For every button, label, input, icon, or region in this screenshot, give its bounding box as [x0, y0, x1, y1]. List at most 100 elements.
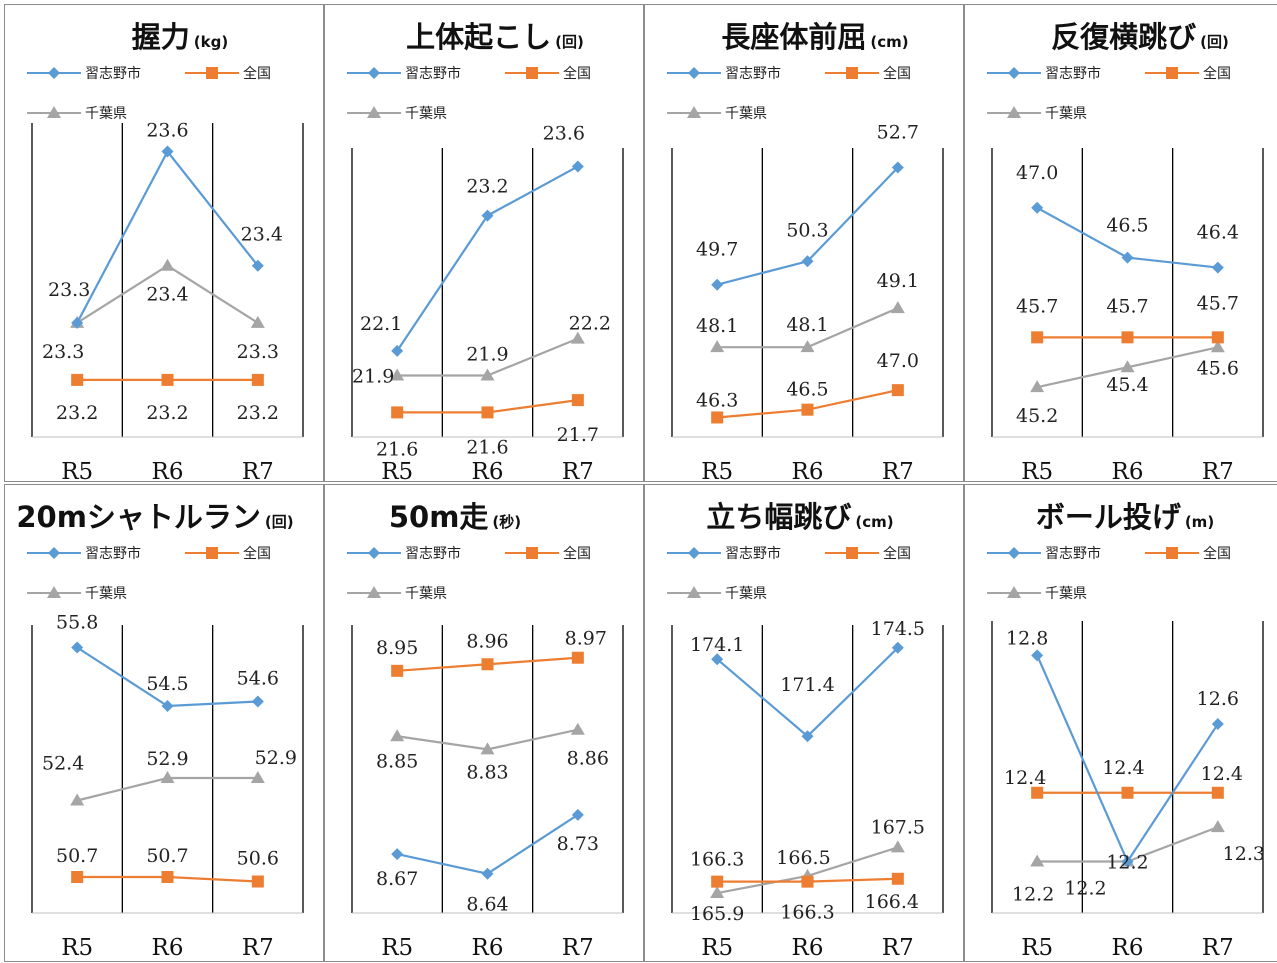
series-line [396, 813, 579, 875]
chart-title-main: 握力 [132, 20, 190, 54]
data-label: 23.4 [241, 224, 283, 246]
data-point [71, 316, 84, 329]
data-label: 45.2 [1016, 405, 1058, 427]
legend-label: 千葉県 [85, 106, 127, 122]
legend-label: 千葉県 [405, 106, 447, 122]
data-point [71, 641, 84, 654]
data-label: 46.5 [786, 379, 828, 401]
legend-marker [47, 106, 61, 118]
x-tick-label: R6 [472, 459, 504, 483]
data-point [1121, 855, 1134, 868]
data-label: 23.4 [146, 284, 188, 306]
chart-title-unit: (回) [555, 33, 584, 51]
legend-label: 習志野市 [405, 65, 461, 82]
legend-marker [846, 547, 858, 559]
data-label: 48.1 [696, 315, 738, 337]
data-label: 46.3 [696, 389, 738, 411]
data-label: 47.0 [877, 350, 919, 372]
data-label: 50.3 [786, 219, 828, 241]
legend-marker [1166, 547, 1178, 559]
data-label: 12.4 [1004, 767, 1046, 789]
data-label: 48.1 [786, 314, 828, 336]
chart-title: ボール投げ (m) [1036, 500, 1214, 534]
legend-marker [48, 547, 60, 559]
data-point [251, 695, 264, 708]
data-point [1211, 261, 1224, 274]
data-point [250, 315, 265, 328]
chart-title-main: 20mシャトルラン [16, 500, 261, 534]
data-label: 23.2 [146, 402, 188, 424]
data-label: 174.1 [690, 634, 744, 656]
data-point [1031, 649, 1044, 662]
data-point [161, 145, 174, 158]
chart-panel-7: 立ち幅跳び (cm) 習志野市 全国 千葉県 R5 R6 R7 174.1 171.4 174.5 1… [644, 484, 964, 962]
data-point [711, 411, 724, 424]
data-label: 166.5 [776, 847, 830, 869]
x-tick-label: R7 [562, 935, 594, 961]
legend-marker [526, 547, 538, 559]
data-point [160, 258, 175, 271]
data-label: 166.3 [690, 849, 744, 871]
data-point [710, 886, 725, 899]
legend-label: 千葉県 [725, 106, 767, 122]
legend-marker [368, 67, 380, 79]
legend-label: 全国 [243, 545, 271, 562]
data-point [1120, 360, 1135, 373]
data-label: 21.7 [557, 424, 599, 446]
data-point [1031, 331, 1044, 344]
x-tick-label: R7 [882, 935, 914, 961]
legend-marker [47, 586, 61, 598]
data-point [890, 301, 905, 314]
data-label: 49.1 [877, 270, 919, 292]
data-point [251, 373, 264, 386]
data-point [1031, 786, 1044, 799]
legend-label: 習志野市 [1045, 545, 1101, 562]
x-tick-label: R5 [61, 459, 93, 483]
data-point [570, 722, 585, 735]
x-tick-label: R6 [792, 935, 824, 961]
legend-label: 千葉県 [405, 586, 447, 602]
x-tick-label: R5 [701, 935, 733, 961]
data-label: 12.8 [1006, 627, 1048, 649]
data-label: 174.5 [871, 618, 925, 640]
data-label: 21.9 [352, 366, 394, 388]
data-point [711, 278, 724, 291]
data-point [891, 872, 904, 885]
chart-title-main: 50m走 [389, 500, 489, 534]
data-label: 12.4 [1201, 763, 1243, 785]
legend-marker [206, 67, 218, 79]
legend-label: 全国 [243, 65, 271, 82]
data-point [1210, 820, 1225, 833]
data-point [1210, 340, 1225, 353]
data-label: 8.73 [557, 833, 599, 855]
data-point [251, 259, 264, 272]
legend-marker [1007, 586, 1021, 598]
data-label: 55.8 [56, 612, 98, 634]
legend-marker [1008, 67, 1020, 79]
legend-marker [368, 547, 380, 559]
data-point [481, 867, 494, 880]
legend-label: 習志野市 [725, 65, 781, 82]
chart-panel-6: 50m走 (秒) 習志野市 全国 千葉県 R5 R6 R7 8.67 8.64 8.73 8.95 8.… [324, 484, 644, 962]
data-point [1211, 331, 1224, 344]
data-label: 8.86 [567, 748, 609, 770]
legend-label: 習志野市 [725, 545, 781, 562]
data-point [890, 840, 905, 853]
data-label: 47.0 [1016, 162, 1058, 184]
x-tick-label: R5 [1021, 459, 1053, 483]
x-tick-label: R6 [152, 459, 184, 483]
legend-label: 習志野市 [1045, 65, 1101, 82]
x-tick-label: R5 [381, 935, 413, 961]
data-point [1030, 854, 1045, 867]
data-point [891, 384, 904, 397]
data-label: 12.4 [1102, 757, 1144, 779]
data-label: 12.2 [1106, 851, 1148, 873]
data-label: 46.5 [1106, 215, 1148, 237]
data-label: 8.67 [376, 868, 418, 890]
data-label: 165.9 [690, 903, 744, 925]
